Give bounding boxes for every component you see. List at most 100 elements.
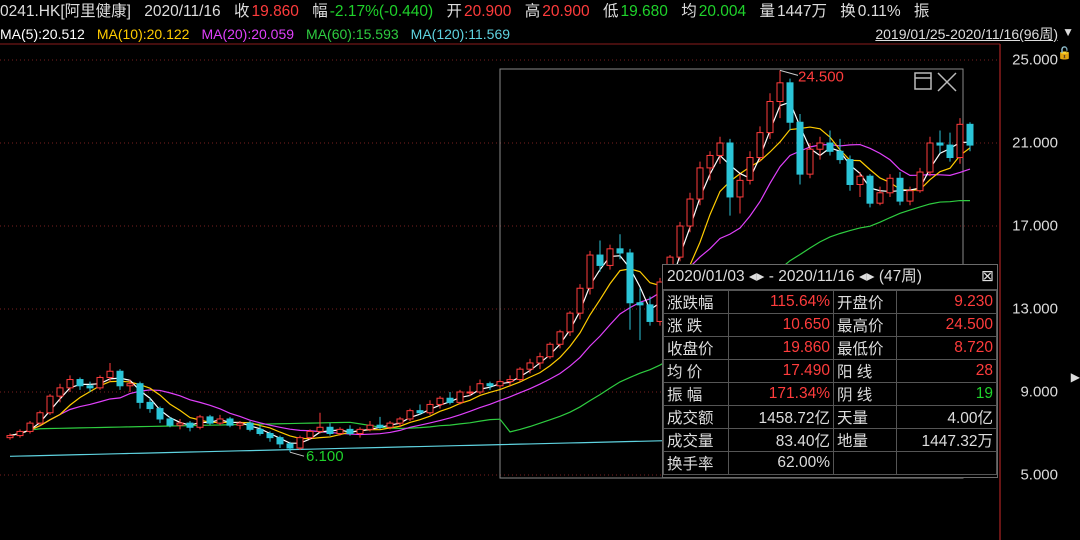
candle-body bbox=[456, 391, 464, 403]
ma10-label: MA(10):20.122 bbox=[96, 26, 190, 42]
candle-body bbox=[946, 144, 954, 159]
candle-body bbox=[466, 391, 474, 394]
candle-body bbox=[686, 198, 694, 227]
candle-body bbox=[476, 383, 484, 393]
max-price-label: 24.500 bbox=[798, 68, 844, 85]
candle-body bbox=[896, 177, 904, 202]
stats-value: 62.00% bbox=[728, 451, 834, 475]
y-tick-label: 5.000 bbox=[1020, 466, 1058, 484]
candle-body bbox=[176, 422, 184, 426]
candle-body bbox=[676, 225, 684, 258]
open-label: 开 bbox=[446, 3, 462, 20]
scroll-right-icon[interactable]: ▶ bbox=[1070, 370, 1080, 384]
ma5-label: MA(5):20.512 bbox=[0, 26, 85, 42]
stats-label: 阴 线 bbox=[833, 382, 897, 406]
stats-value: 17.490 bbox=[728, 359, 834, 383]
candle-body bbox=[436, 397, 444, 405]
candle-body bbox=[906, 190, 914, 202]
dropdown-caret-icon[interactable]: ▼ bbox=[1062, 25, 1074, 39]
candle-body bbox=[696, 167, 704, 200]
candle-body bbox=[826, 142, 834, 152]
stats-row: 振 幅 171.34% 阴 线 19 bbox=[663, 382, 997, 406]
change-value: -2.17%(-0.440) bbox=[329, 3, 434, 20]
stats-value: 24.500 bbox=[896, 313, 997, 337]
candle-body bbox=[26, 422, 34, 432]
ma-legend: MA(5):20.512 MA(10):20.122 MA(20):20.059 MA… bbox=[0, 24, 1080, 44]
candle-body bbox=[66, 379, 74, 389]
candle-body bbox=[326, 426, 334, 434]
quote-date: 2020/11/16 bbox=[144, 3, 221, 20]
candle-body bbox=[86, 385, 94, 389]
stats-value: 10.650 bbox=[728, 313, 834, 337]
candle-body bbox=[746, 157, 754, 181]
stats-label: 成交额 bbox=[663, 405, 729, 429]
candle-body bbox=[36, 412, 44, 424]
candle-body bbox=[526, 362, 534, 370]
candle-body bbox=[646, 304, 654, 322]
max-annotation-pointer bbox=[779, 69, 799, 76]
candle-body bbox=[386, 422, 394, 428]
stats-row: 成交量 83.40亿 地量 1447.32万 bbox=[663, 428, 997, 452]
stats-label: 最高价 bbox=[833, 313, 897, 337]
candle-body bbox=[556, 331, 564, 345]
interval-stats-panel: 2020/01/03 ◂▸ - 2020/11/16 ◂▸ (47周) ⊠ 涨跌… bbox=[662, 264, 998, 478]
stats-period-title: 2020/01/03 ◂▸ - 2020/11/16 ◂▸ (47周) bbox=[667, 268, 922, 285]
candle-body bbox=[196, 416, 204, 428]
candle-body bbox=[6, 435, 14, 439]
stats-label: 振 幅 bbox=[663, 382, 729, 406]
min-price-label: 6.100 bbox=[306, 448, 344, 465]
low-label: 低 bbox=[602, 3, 619, 20]
stats-value: 8.720 bbox=[896, 336, 997, 360]
close-icon[interactable]: ⊠ bbox=[981, 268, 994, 285]
candle-body bbox=[346, 428, 354, 435]
candle-body bbox=[76, 379, 84, 387]
candle-body bbox=[586, 254, 594, 289]
candle-body bbox=[726, 142, 734, 198]
candle-body bbox=[956, 123, 964, 159]
candle-body bbox=[216, 418, 224, 424]
candle-body bbox=[806, 148, 814, 175]
date-range-selector[interactable]: 2019/01/25-2020/11/16(96周) bbox=[875, 26, 1058, 42]
candle-body bbox=[936, 142, 944, 146]
stats-value bbox=[896, 451, 997, 475]
stats-value: 28 bbox=[896, 359, 997, 383]
turnover-label: 换 bbox=[840, 3, 856, 20]
stats-value: 19 bbox=[896, 382, 997, 406]
close-label: 收 bbox=[234, 3, 250, 20]
stats-label: 换手率 bbox=[663, 451, 729, 475]
candle-body bbox=[496, 381, 504, 387]
stats-value: 9.230 bbox=[896, 290, 997, 314]
candle-body bbox=[246, 422, 254, 430]
candle-body bbox=[876, 192, 884, 204]
stats-label bbox=[833, 451, 897, 475]
avg-label: 均 bbox=[681, 3, 697, 20]
candle-body bbox=[926, 142, 934, 173]
lock-icon[interactable]: 🔓 bbox=[1057, 46, 1072, 60]
stats-label: 均 价 bbox=[663, 359, 729, 383]
close-value: 19.860 bbox=[251, 3, 299, 20]
candle-body bbox=[796, 121, 804, 175]
stats-row: 成交额 1458.72亿 天量 4.00亿 bbox=[663, 405, 997, 429]
candle-body bbox=[256, 428, 264, 435]
stats-label: 涨跌幅 bbox=[663, 290, 729, 314]
candle-body bbox=[766, 101, 774, 134]
candle-body bbox=[166, 418, 174, 426]
candle-body bbox=[626, 252, 634, 304]
high-value: 20.900 bbox=[542, 3, 590, 20]
low-value: 19.680 bbox=[620, 3, 668, 20]
candle-body bbox=[546, 343, 554, 358]
stats-label: 收盘价 bbox=[663, 336, 729, 360]
stats-row: 收盘价 19.860 最低价 8.720 bbox=[663, 336, 997, 360]
candle-body bbox=[966, 123, 974, 146]
candle-body bbox=[356, 428, 364, 435]
stats-value: 115.64% bbox=[728, 290, 834, 314]
candle-body bbox=[316, 426, 324, 432]
candle-body bbox=[566, 312, 574, 333]
candle-body bbox=[536, 356, 544, 364]
high-label: 高 bbox=[524, 3, 541, 20]
candle-body bbox=[16, 430, 24, 437]
candle-body bbox=[816, 142, 824, 150]
volume-value: 1447万 bbox=[776, 3, 827, 20]
candle-body bbox=[636, 302, 644, 306]
